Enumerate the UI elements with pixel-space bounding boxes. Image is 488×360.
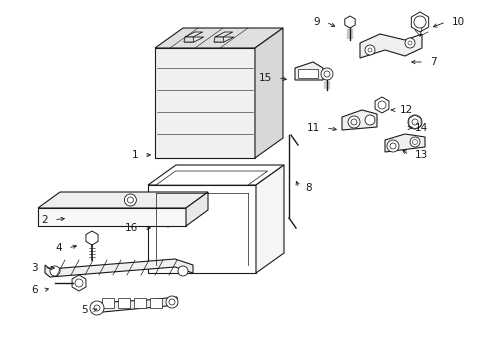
Text: 4: 4 <box>55 243 62 253</box>
Text: 15: 15 <box>258 73 271 83</box>
Circle shape <box>347 116 359 128</box>
Text: 10: 10 <box>451 17 464 27</box>
Polygon shape <box>156 171 267 185</box>
Text: 14: 14 <box>414 123 427 133</box>
Text: 6: 6 <box>31 285 38 295</box>
Bar <box>134 298 146 308</box>
Polygon shape <box>183 37 203 42</box>
Polygon shape <box>344 16 354 28</box>
Text: 1: 1 <box>131 150 138 160</box>
Text: 8: 8 <box>305 183 311 193</box>
Circle shape <box>364 115 374 125</box>
Bar <box>297 69 317 78</box>
Polygon shape <box>384 134 424 152</box>
Polygon shape <box>148 165 284 185</box>
Polygon shape <box>155 48 254 158</box>
Circle shape <box>165 223 170 227</box>
Polygon shape <box>214 37 233 42</box>
Polygon shape <box>256 165 284 273</box>
Circle shape <box>90 301 104 315</box>
Circle shape <box>124 194 136 206</box>
Text: 12: 12 <box>399 105 412 115</box>
Polygon shape <box>374 97 388 113</box>
Circle shape <box>127 197 133 203</box>
Bar <box>118 298 130 308</box>
Polygon shape <box>410 12 428 32</box>
Circle shape <box>386 140 398 152</box>
Circle shape <box>409 137 419 147</box>
Polygon shape <box>92 297 177 313</box>
Circle shape <box>404 38 414 48</box>
Polygon shape <box>183 37 194 42</box>
Circle shape <box>407 115 421 129</box>
Polygon shape <box>185 192 207 226</box>
Circle shape <box>165 296 178 308</box>
Polygon shape <box>148 185 256 273</box>
Text: 3: 3 <box>31 263 38 273</box>
Polygon shape <box>155 28 283 48</box>
Circle shape <box>364 45 374 55</box>
Polygon shape <box>38 208 185 226</box>
Polygon shape <box>215 32 232 37</box>
Polygon shape <box>86 231 98 245</box>
Circle shape <box>50 266 60 276</box>
Polygon shape <box>72 275 86 291</box>
Bar <box>102 298 114 308</box>
Polygon shape <box>184 32 203 37</box>
Text: 5: 5 <box>81 305 88 315</box>
Text: 2: 2 <box>41 215 48 225</box>
Polygon shape <box>341 110 376 130</box>
Polygon shape <box>45 259 193 277</box>
Text: 16: 16 <box>124 223 138 233</box>
Circle shape <box>320 68 332 80</box>
Polygon shape <box>254 28 283 158</box>
Text: 11: 11 <box>306 123 319 133</box>
Polygon shape <box>359 34 421 58</box>
Text: 7: 7 <box>429 57 436 67</box>
Text: 13: 13 <box>414 150 427 160</box>
Circle shape <box>178 266 187 276</box>
Polygon shape <box>38 192 207 208</box>
Polygon shape <box>214 37 224 42</box>
Polygon shape <box>294 62 323 80</box>
Text: 9: 9 <box>313 17 319 27</box>
Bar <box>150 298 162 308</box>
